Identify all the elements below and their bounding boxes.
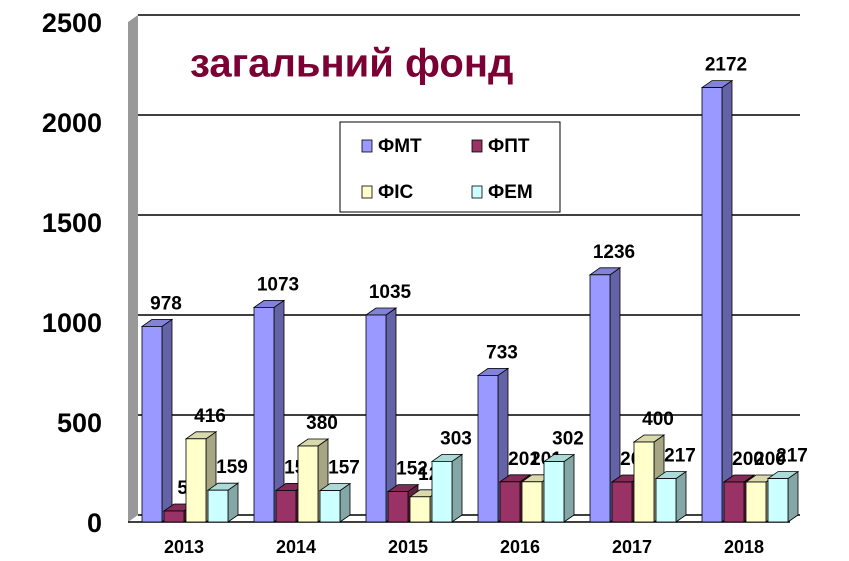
data-label: 416: [194, 406, 226, 427]
data-label: 400: [642, 409, 674, 430]
data-label: 1073: [257, 274, 299, 295]
bar-front: [499, 481, 521, 523]
bar-front: [365, 314, 387, 523]
bar-front: [185, 438, 207, 523]
bar: [252, 299, 286, 523]
x-tick-label: 2014: [276, 537, 316, 557]
bar-front: [611, 481, 633, 523]
x-tick-label: 2015: [388, 537, 428, 557]
legend-label: ФІС: [378, 182, 413, 203]
data-label: 303: [440, 428, 472, 449]
data-label: 2172: [705, 55, 747, 76]
data-label: 733: [486, 342, 518, 363]
side-wall: [128, 15, 138, 522]
data-label: 201: [508, 449, 540, 470]
bar-side: [675, 470, 687, 523]
legend-label: ФМТ: [378, 136, 422, 157]
bar-side: [787, 470, 799, 523]
bar-front: [387, 491, 409, 523]
bar: [206, 482, 240, 523]
data-label: 157: [328, 458, 360, 479]
bar-side: [563, 453, 575, 523]
bar-side: [721, 79, 733, 523]
data-label: 302: [552, 429, 584, 450]
bar: [700, 79, 734, 523]
bar-front: [275, 489, 297, 523]
y-tick-label: 1500: [42, 208, 102, 238]
bar-front: [163, 510, 185, 523]
data-label: 159: [216, 457, 248, 478]
bar-front: [767, 478, 789, 523]
bar: [140, 318, 174, 523]
y-tick-label: 2500: [42, 8, 102, 38]
x-tick-label: 2018: [724, 537, 764, 557]
bar-front: [207, 489, 229, 523]
legend-box: [339, 121, 561, 213]
bar-front: [477, 374, 499, 523]
legend-swatch: [361, 139, 373, 153]
y-tick-label: 0: [87, 508, 102, 538]
bar: [766, 470, 800, 523]
legend-swatch: [471, 185, 483, 199]
bar-front: [253, 306, 275, 523]
bar: [318, 482, 352, 523]
bar-front: [655, 478, 677, 523]
chart-title: загальний фонд: [190, 42, 513, 86]
bar-side: [161, 318, 173, 523]
bar: [542, 453, 576, 523]
data-label: 152: [396, 459, 428, 480]
y-tick-label: 2000: [42, 108, 102, 138]
data-label: 217: [776, 446, 808, 467]
bar-front: [745, 481, 767, 523]
bar-front: [723, 481, 745, 523]
data-label: 1236: [593, 242, 635, 263]
bar-side: [451, 453, 463, 523]
x-tick-label: 2013: [164, 537, 204, 557]
bar-front: [543, 461, 565, 523]
bar: [654, 470, 688, 523]
x-tick-label: 2016: [500, 537, 540, 557]
bar-front: [431, 460, 453, 523]
bar-front: [589, 274, 611, 523]
bar-front: [633, 441, 655, 523]
data-label: 1035: [369, 282, 412, 303]
x-tick-label: 2017: [612, 537, 652, 557]
bar-front: [319, 490, 341, 523]
data-label: 217: [664, 446, 696, 467]
bar-front: [701, 87, 723, 523]
bar: [588, 267, 622, 523]
bar: [364, 307, 398, 523]
legend-swatch: [471, 139, 483, 153]
bar-front: [297, 445, 319, 523]
legend-label: ФЕМ: [488, 182, 533, 203]
data-label: 978: [150, 293, 182, 314]
legend-label: ФПТ: [488, 136, 530, 157]
data-label: 380: [306, 413, 338, 434]
y-tick-label: 500: [57, 408, 102, 438]
y-tick-label: 1000: [42, 308, 102, 338]
legend-swatch: [361, 185, 373, 199]
bar-front: [141, 325, 163, 523]
bar-front: [521, 481, 543, 523]
bar-front: [409, 496, 431, 523]
data-label: 200: [732, 449, 764, 470]
bar: [430, 453, 464, 523]
data-label: 200: [754, 449, 786, 470]
